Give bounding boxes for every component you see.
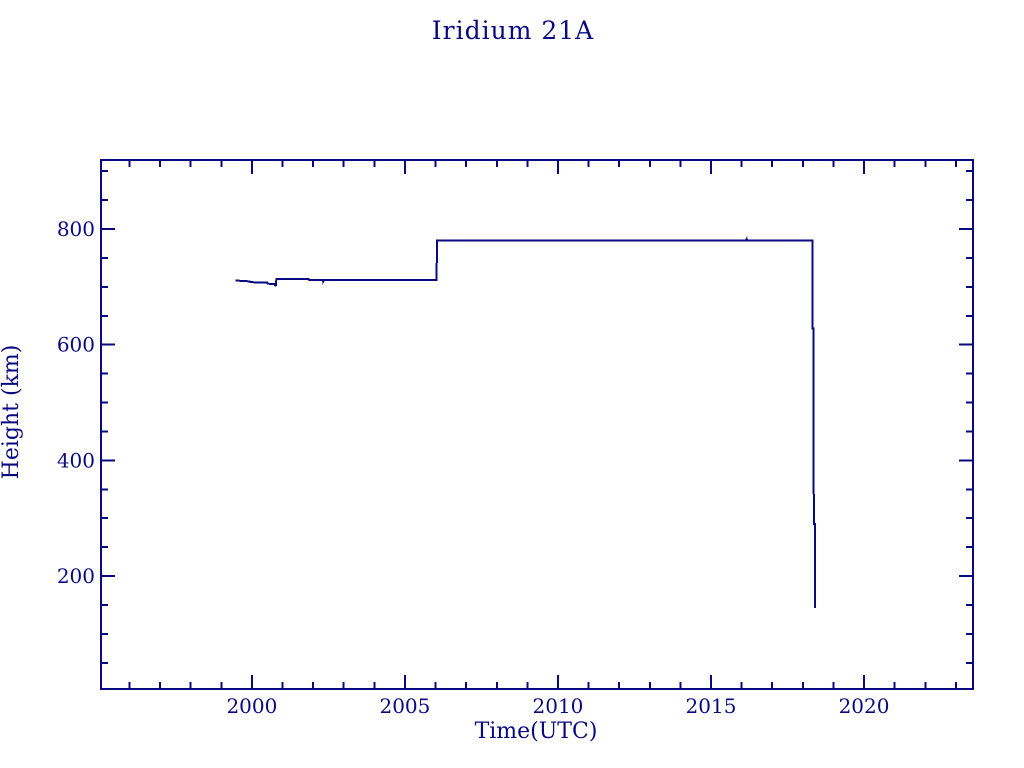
x-tick-label: 2015 bbox=[686, 694, 737, 718]
plot-border bbox=[100, 159, 974, 690]
chart-title: Iridium 21A bbox=[432, 16, 594, 45]
data-line bbox=[235, 236, 817, 608]
x-tick-label: 2020 bbox=[839, 694, 890, 718]
x-tick-label: 2005 bbox=[379, 694, 430, 718]
y-tick-label: 200 bbox=[57, 564, 95, 588]
y-axis-label: Height (km) bbox=[0, 345, 24, 480]
x-axis-label: Time(UTC) bbox=[475, 719, 598, 744]
y-tick-label: 800 bbox=[57, 217, 95, 241]
y-tick-label: 600 bbox=[57, 333, 95, 357]
x-tick-label: 2000 bbox=[226, 694, 277, 718]
x-tick-label: 2010 bbox=[533, 694, 584, 718]
y-tick-label: 400 bbox=[57, 448, 95, 472]
plot-area: 2000 2005 2010 2015 2020 200 400 600 800 bbox=[57, 159, 974, 718]
